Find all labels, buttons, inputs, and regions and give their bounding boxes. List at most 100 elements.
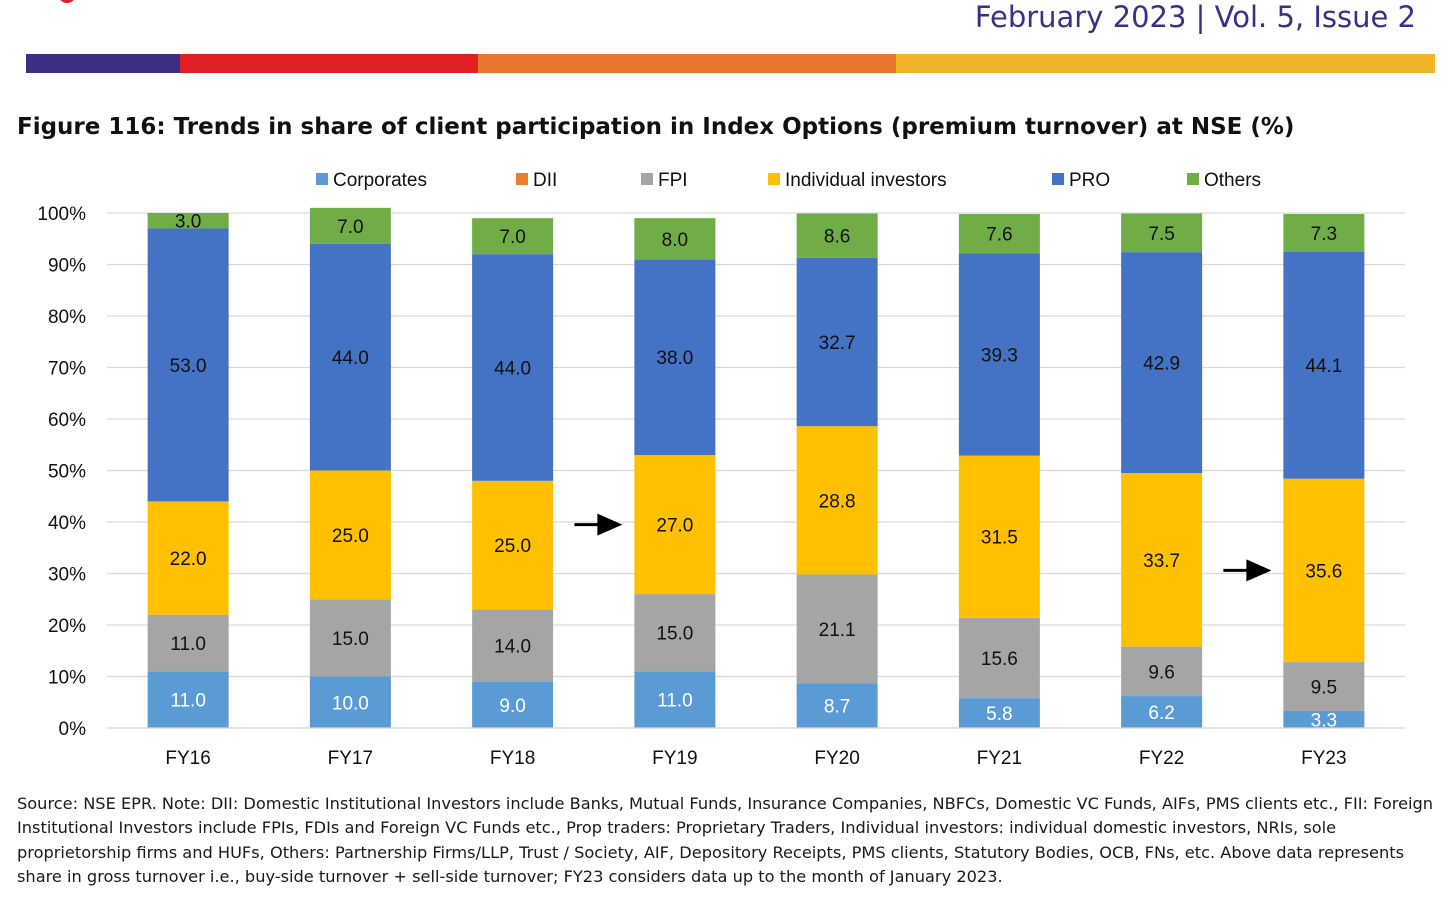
bar-segment	[634, 594, 716, 672]
data-label: 8.6	[824, 227, 850, 248]
data-label: 15.0	[332, 629, 369, 650]
publisher-logo-mark	[58, 0, 76, 3]
data-label: 27.0	[656, 516, 693, 537]
y-tick-label: 80%	[48, 307, 86, 328]
bar-segment	[1121, 252, 1203, 474]
x-tick-label: FY22	[1139, 748, 1184, 769]
y-tick-label: 40%	[48, 513, 86, 534]
data-label: 21.1	[819, 620, 856, 641]
bar-segment	[634, 671, 716, 728]
y-tick-label: 100%	[37, 204, 86, 225]
data-label: 44.0	[494, 359, 531, 380]
x-tick-label: FY20	[814, 748, 859, 769]
bar-segment	[309, 243, 391, 471]
bar-segment	[958, 455, 1040, 618]
data-label: 8.7	[824, 697, 850, 718]
bar-segment	[634, 218, 716, 260]
data-label: 7.0	[499, 227, 525, 248]
data-label: 53.0	[170, 356, 207, 377]
data-label: 9.6	[1148, 662, 1174, 683]
data-label: 25.0	[332, 526, 369, 547]
bar-segment	[147, 213, 229, 229]
arrow-icon	[1246, 559, 1272, 582]
data-label: 32.7	[819, 333, 856, 354]
data-label: 9.5	[1311, 678, 1337, 699]
data-label: 15.0	[656, 624, 693, 645]
y-tick-label: 20%	[48, 616, 86, 637]
x-tick-label: FY21	[977, 748, 1022, 769]
arrow-icon	[597, 513, 623, 536]
data-label: 7.3	[1311, 224, 1337, 245]
bar-segment	[634, 455, 716, 595]
data-label: 38.0	[656, 348, 693, 369]
data-label: 7.6	[986, 225, 1012, 246]
legend-swatch	[641, 173, 653, 185]
data-label: 39.3	[981, 345, 1018, 366]
legend-swatch	[1187, 173, 1199, 185]
y-tick-label: 70%	[48, 359, 86, 380]
bar-segment	[309, 676, 391, 728]
legend-swatch	[516, 173, 528, 185]
stacked-bar-chart: 0% 10% 20% 30% 40% 50% 60% 70% 80% 90% 100% 11.0 11.…	[37, 170, 1405, 769]
bar-segment	[309, 207, 391, 244]
bar-segment	[1283, 711, 1365, 728]
bar-segment	[1121, 696, 1203, 728]
bar-segment	[958, 617, 1040, 699]
bar-segment	[147, 228, 229, 502]
legend-label: DII	[533, 170, 557, 191]
data-label: 3.0	[175, 212, 201, 233]
bar-segment	[1283, 478, 1365, 663]
color-band-segment-3	[478, 54, 896, 73]
x-tick-label: FY19	[652, 748, 697, 769]
y-tick-label: 0%	[59, 719, 87, 740]
bar-segment	[147, 671, 229, 728]
data-label: 5.8	[986, 704, 1012, 725]
bar-segment	[1283, 214, 1365, 252]
y-tick-label: 60%	[48, 410, 86, 431]
issue-date-header: February 2023 | Vol. 5, Issue 2	[974, 0, 1416, 34]
bar-segment	[796, 426, 878, 575]
data-label: 42.9	[1143, 354, 1180, 375]
bar-segment	[958, 214, 1040, 254]
legend-label: Corporates	[333, 170, 427, 191]
data-label: 22.0	[170, 549, 207, 570]
bar-segment	[1283, 251, 1365, 479]
color-band-segment-2	[180, 54, 478, 73]
bar-segment	[796, 213, 878, 258]
y-tick-label: 50%	[48, 462, 86, 483]
data-label: 9.0	[499, 696, 525, 717]
x-tick-label: FY23	[1301, 748, 1346, 769]
data-label: 15.6	[981, 649, 1018, 670]
bar-segment	[796, 257, 878, 427]
legend-swatch	[768, 173, 780, 185]
bar-segment	[147, 614, 229, 672]
data-label: 7.0	[337, 217, 363, 238]
data-label: 11.0	[657, 691, 693, 712]
legend-swatch	[316, 173, 328, 185]
source-note: Source: NSE EPR. Note: DII: Domestic Ins…	[17, 794, 1434, 887]
data-label: 11.0	[170, 691, 206, 712]
data-label: 25.0	[494, 536, 531, 557]
y-tick-label: 30%	[48, 565, 86, 586]
bar-segment	[958, 698, 1040, 728]
y-tick-label: 10%	[48, 668, 86, 689]
data-label: 33.7	[1143, 551, 1180, 572]
data-label: 35.6	[1305, 561, 1342, 582]
bar-segment	[1121, 213, 1203, 253]
x-tick-label: FY18	[490, 748, 535, 769]
bar-segment	[472, 609, 554, 682]
data-label: 28.8	[819, 491, 856, 512]
bar-segment	[958, 253, 1040, 456]
bar-segment	[796, 574, 878, 684]
data-label: 3.3	[1311, 711, 1337, 732]
bar-segment	[1121, 473, 1203, 647]
color-band-segment-4	[896, 54, 1435, 73]
figure-title: Figure 116: Trends in share of client pa…	[17, 114, 1295, 140]
color-band-segment-1	[26, 54, 180, 73]
bar-segment	[309, 470, 391, 600]
bar-segment	[796, 683, 878, 728]
color-band	[26, 54, 1435, 73]
bar-segment	[634, 259, 716, 456]
data-label: 8.0	[662, 230, 688, 251]
legend-label: Individual investors	[785, 170, 947, 191]
